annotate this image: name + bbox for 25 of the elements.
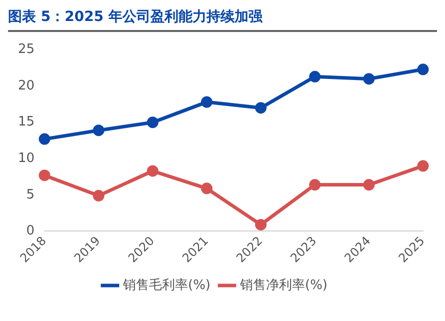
point — [363, 179, 375, 191]
legend-label: 销售毛利率(%) — [122, 276, 211, 293]
point — [309, 179, 321, 191]
point — [200, 96, 212, 108]
y-tick-label: 5 — [26, 187, 35, 202]
point — [363, 73, 375, 85]
point — [92, 190, 104, 202]
y-tick-label: 0 — [26, 224, 35, 239]
y-tick-label: 10 — [18, 151, 35, 166]
point — [38, 170, 50, 182]
legend-label: 销售净利率(%) — [239, 276, 328, 293]
chart-title: 图表 5：2025 年公司盈利能力持续加强 — [8, 8, 437, 32]
point — [92, 124, 104, 136]
point — [417, 64, 429, 76]
y-tick-label: 15 — [18, 114, 35, 130]
point — [200, 182, 212, 194]
point — [255, 218, 267, 230]
point — [417, 160, 429, 172]
y-tick-label: 20 — [18, 78, 35, 94]
point — [38, 133, 50, 145]
point — [146, 116, 158, 128]
point — [146, 165, 158, 177]
point — [255, 102, 267, 114]
y-tick-label: 25 — [18, 42, 35, 58]
point — [309, 70, 321, 82]
